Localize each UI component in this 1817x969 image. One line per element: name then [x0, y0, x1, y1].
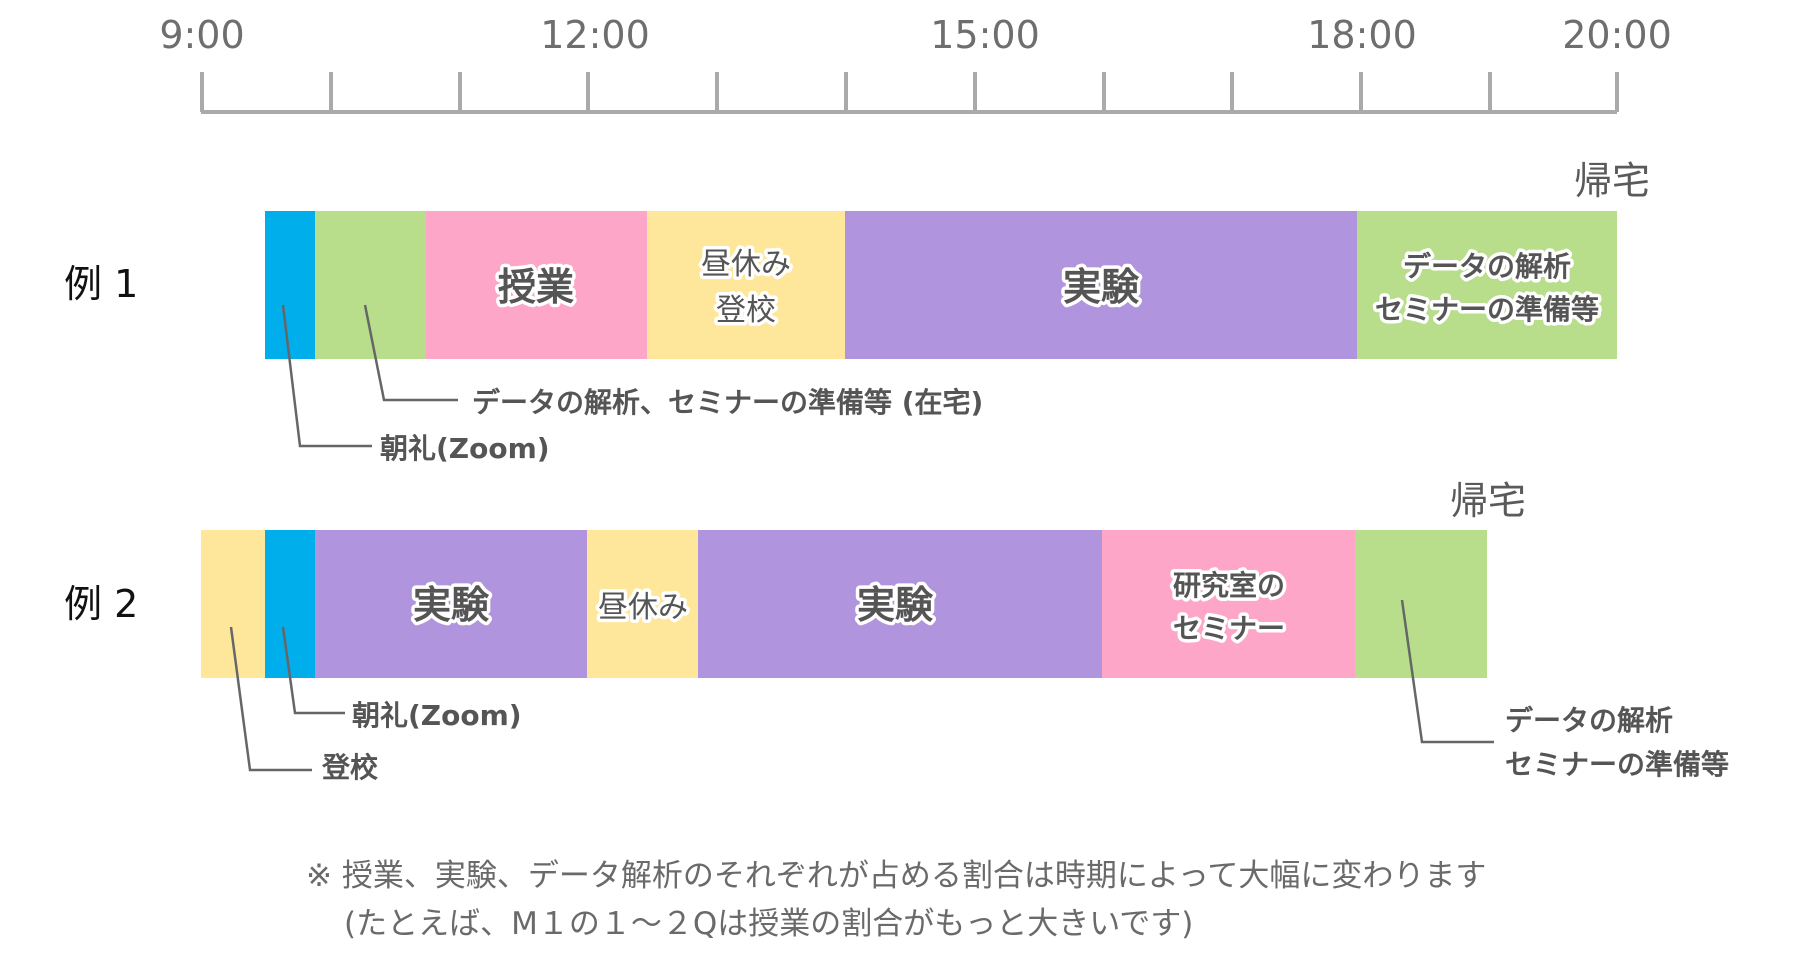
example-2-home-label: 帰宅: [1450, 479, 1526, 523]
leader-line-morning-meeting: [281, 304, 372, 448]
time-axis: 9:00 12:00 15:00 18:00 20:00: [159, 13, 1672, 114]
example-1-home-label: 帰宅: [1574, 159, 1650, 203]
time-label-0900: 9:00: [159, 13, 244, 57]
example-1-timeline: 例 1 帰宅 授業 昼休み 登校 実験 データの解析 セミナーの準備等 データの…: [64, 159, 1650, 465]
leader-line-arrive: [229, 626, 312, 772]
segment-seminar: [1102, 530, 1355, 678]
example-2-label: 例 2: [64, 582, 138, 626]
segment-experiment-label: 実験: [1063, 265, 1140, 309]
time-label-1200: 12:00: [540, 13, 650, 57]
segment-arrive-label: 登校: [716, 293, 776, 328]
segment-lunch-label: 昼休み: [598, 590, 688, 625]
segment-lunch: [587, 530, 698, 678]
footnote-line-1: ※ 授業、実験、データ解析のそれぞれが占める割合は時期によって大幅に変わります: [306, 858, 1486, 894]
segment-class-label: 授業: [498, 265, 574, 309]
segment-analysis: [1357, 211, 1617, 359]
segment-seminar-label-line1: 研究室の: [1173, 569, 1285, 602]
leader-line-analysis: [1400, 599, 1494, 744]
segment-class: [426, 211, 647, 359]
example-1-label: 例 1: [64, 262, 138, 306]
callout-analysis-line1: データの解析: [1505, 704, 1673, 737]
segment-seminar-label-line2: セミナー: [1173, 612, 1285, 645]
footnote-line-2: (たとえば、M１の１～２Qは授業の割合がもっと大きいです): [344, 906, 1193, 942]
callout-arrive: 登校: [321, 751, 379, 784]
callout-home-work: データの解析、セミナーの準備等 (在宅): [472, 386, 983, 419]
segment-analysis: [1355, 530, 1487, 678]
segment-morning-meeting: [265, 530, 315, 678]
segment-experiment: [845, 211, 1357, 359]
footnote: ※ 授業、実験、データ解析のそれぞれが占める割合は時期によって大幅に変わります …: [306, 858, 1486, 942]
segment-analysis-label-line1: データの解析: [1403, 250, 1571, 283]
segment-lunch-label: 昼休み: [701, 247, 791, 282]
time-label-1800: 18:00: [1307, 13, 1417, 57]
segment-analysis-label-line2: セミナーの準備等: [1375, 293, 1599, 326]
segment-arrive: [201, 530, 265, 678]
segment-lunch-arrive: [647, 211, 845, 359]
segment-experiment-a: [315, 530, 587, 678]
leader-line-home-work: [363, 304, 458, 402]
segment-experiment-a-label: 実験: [413, 583, 490, 627]
time-label-2000: 20:00: [1562, 13, 1672, 57]
example-2-timeline: 例 2 帰宅 実験 昼休み 実験 研究室の セミナー 朝礼(Zoom) 登校 デ…: [64, 479, 1729, 784]
callout-analysis-line2: セミナーの準備等: [1505, 748, 1729, 781]
segment-experiment-b: [698, 530, 1102, 678]
segment-morning-meeting: [265, 211, 315, 359]
leader-line-morning-meeting: [281, 626, 345, 715]
time-label-1500: 15:00: [930, 13, 1040, 57]
callout-morning-meeting: 朝礼(Zoom): [380, 432, 550, 465]
callout-morning-meeting: 朝礼(Zoom): [352, 699, 522, 732]
segment-experiment-b-label: 実験: [857, 583, 934, 627]
